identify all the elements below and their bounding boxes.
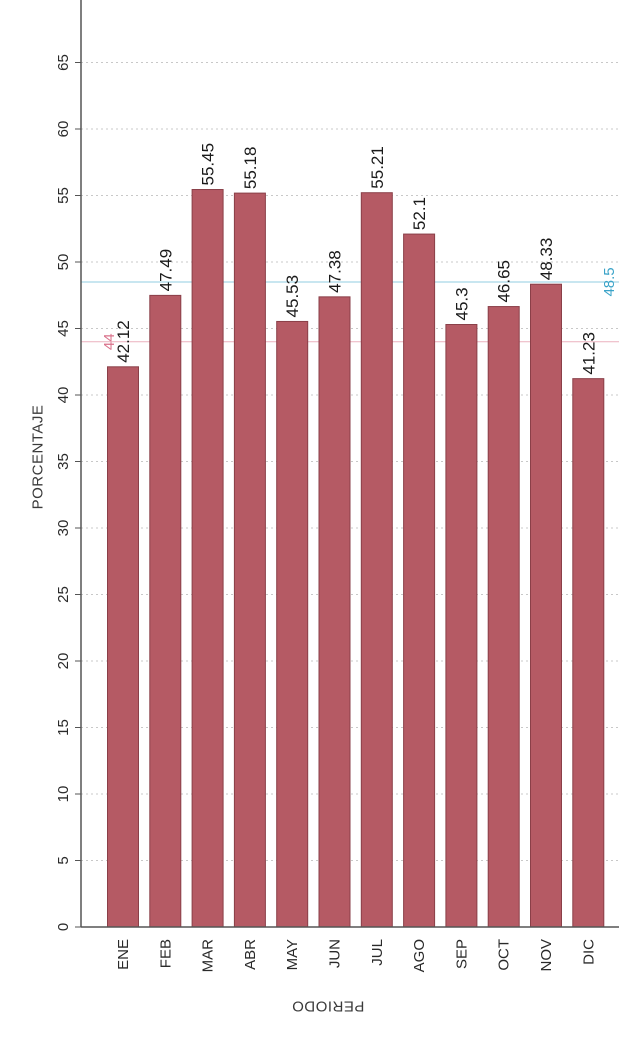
x-axis-title: PERIODO [291, 997, 365, 1015]
x-tick-label: JUL [369, 939, 386, 966]
y-tick-label: 35 [55, 453, 72, 470]
reference-line-label: 48.5 [601, 267, 618, 296]
bar [572, 378, 605, 928]
y-axis-title: PORCENTAJE [29, 404, 47, 510]
bar [530, 283, 562, 928]
x-tick-label: JUN [327, 939, 344, 968]
data-label: 52.1 [410, 197, 429, 230]
bar [360, 192, 393, 928]
y-tick-label: 65 [55, 54, 72, 71]
x-tick-label: MAR [200, 939, 217, 973]
reference-line-label: 44 [101, 333, 118, 350]
bar [107, 366, 139, 928]
x-tick-label: ENE [115, 939, 132, 970]
bar [276, 320, 309, 928]
x-tick-label: ABR [242, 939, 259, 970]
data-label: 46.65 [495, 260, 514, 303]
x-tick-label: FEB [157, 939, 174, 968]
y-tick-label: 15 [55, 719, 72, 736]
y-tick-label: 10 [55, 786, 72, 803]
y-tick-label: 5 [55, 856, 72, 864]
bar [445, 324, 478, 928]
data-label: 45.53 [283, 275, 302, 318]
data-label: 41.23 [579, 332, 598, 375]
data-label: 48.33 [537, 238, 556, 281]
y-tick-label: 45 [55, 320, 72, 337]
y-tick-label: 30 [55, 520, 72, 537]
x-tick-label: DIC [580, 939, 597, 965]
y-tick-label: 0 [55, 923, 72, 931]
bar [233, 192, 266, 928]
x-tick-label: MAY [284, 939, 301, 970]
bar [149, 294, 182, 928]
data-label: 45.3 [452, 287, 471, 320]
y-tick-label: 20 [55, 653, 72, 670]
data-label: 55.21 [368, 146, 387, 189]
y-tick-label: 25 [55, 586, 72, 603]
x-tick-label: SEP [453, 939, 470, 969]
data-label: 55.45 [199, 143, 218, 186]
x-tick-label: OCT [496, 939, 513, 971]
bar [191, 189, 224, 928]
bar [318, 296, 351, 928]
x-tick-label: NOV [538, 939, 555, 972]
bar [403, 233, 436, 928]
y-tick-label: 50 [55, 254, 72, 271]
x-tick-label: AGO [411, 939, 428, 972]
y-tick-label: 60 [55, 121, 72, 138]
data-label: 47.49 [156, 249, 175, 292]
data-label: 42.12 [114, 320, 133, 363]
data-label: 47.38 [326, 250, 345, 293]
y-tick-label: 55 [55, 187, 72, 204]
y-tick-label: 40 [55, 387, 72, 404]
bar [487, 306, 520, 928]
data-label: 55.18 [241, 147, 260, 190]
